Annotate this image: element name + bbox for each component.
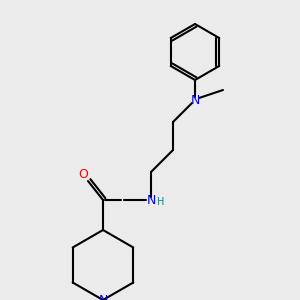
Text: N: N xyxy=(190,94,200,106)
Text: O: O xyxy=(78,167,88,181)
Text: N: N xyxy=(98,293,108,300)
Text: H: H xyxy=(157,197,165,207)
Text: N: N xyxy=(146,194,156,206)
